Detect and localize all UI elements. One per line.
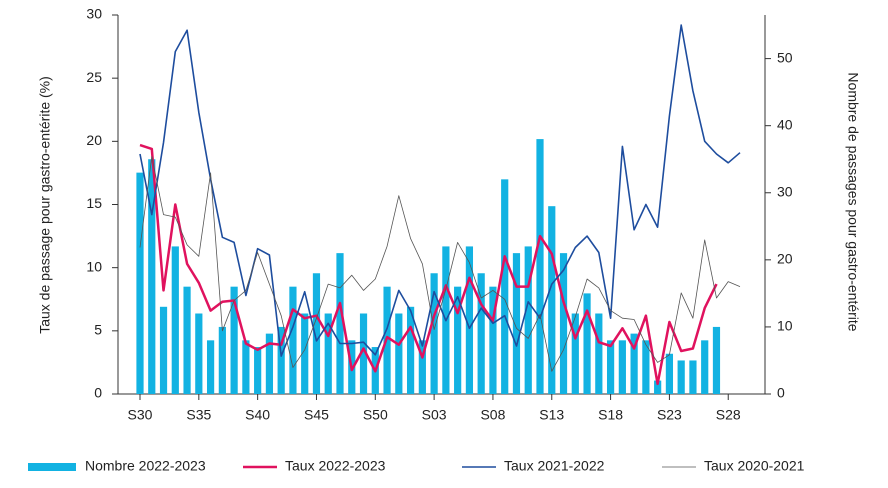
- bar: [477, 273, 485, 394]
- x-tick-label: S40: [245, 407, 270, 423]
- bar: [230, 286, 238, 394]
- bar: [677, 360, 685, 394]
- y-tick-label: 15: [86, 195, 102, 211]
- y-tick-label: 5: [94, 322, 102, 338]
- bar: [583, 293, 591, 394]
- y2-tick-label: 50: [777, 49, 793, 65]
- y2-tick-label: 10: [777, 318, 793, 334]
- bar: [359, 313, 368, 394]
- y-axis-label: Taux de passage pour gastro-entérite (%): [37, 76, 53, 334]
- bar: [206, 340, 215, 394]
- line: [139, 156, 741, 372]
- bar: [536, 139, 544, 394]
- x-tick-label: S08: [480, 407, 505, 423]
- bar: [618, 340, 626, 394]
- bar: [571, 313, 579, 394]
- legend-swatch: [28, 463, 76, 471]
- bar: [148, 159, 156, 394]
- y2-tick-label: 0: [777, 385, 785, 401]
- y-tick-label: 25: [86, 69, 102, 85]
- bar: [454, 286, 462, 394]
- bar: [418, 340, 426, 394]
- bar: [559, 253, 568, 394]
- bar: [630, 333, 638, 394]
- bar: [171, 246, 179, 394]
- bar: [395, 313, 403, 394]
- x-tick-label: S03: [422, 407, 447, 423]
- bar: [606, 340, 615, 394]
- bar: [324, 313, 332, 394]
- legend-label: Taux 2021-2022: [504, 458, 605, 474]
- x-tick-label: S18: [598, 407, 623, 423]
- bar: [595, 313, 603, 394]
- bar: [701, 340, 709, 394]
- bar: [665, 353, 674, 394]
- bar: [289, 286, 297, 394]
- bar: [195, 313, 203, 394]
- y2-tick-label: 20: [777, 251, 793, 267]
- y-tick-label: 30: [86, 6, 102, 22]
- bar: [265, 333, 274, 394]
- bar: [430, 273, 438, 394]
- line: [139, 24, 741, 357]
- y-tick-label: 10: [86, 258, 102, 274]
- bar: [654, 380, 662, 394]
- bar: [312, 273, 321, 394]
- bar: [489, 286, 497, 394]
- bar: [183, 286, 191, 394]
- bar: [406, 306, 415, 394]
- legend-label: Taux 2022-2023: [285, 458, 386, 474]
- bar: [642, 340, 650, 394]
- line: [139, 143, 718, 386]
- x-tick-label: S45: [304, 407, 329, 423]
- bar: [465, 246, 474, 394]
- bar: [689, 360, 697, 394]
- bar: [712, 326, 721, 394]
- y-tick-label: 20: [86, 132, 102, 148]
- bar: [277, 326, 285, 394]
- bar: [548, 206, 556, 394]
- legend-label: Nombre 2022-2023: [85, 458, 206, 474]
- bar: [136, 172, 144, 394]
- x-tick-label: S30: [128, 407, 153, 423]
- x-tick-label: S13: [539, 407, 564, 423]
- bar: [501, 179, 509, 394]
- y2-axis-label: Nombre de passages pour gastro-entérite: [845, 72, 861, 331]
- bar: [336, 253, 344, 394]
- y2-tick-label: 30: [777, 183, 793, 199]
- bar: [218, 326, 226, 394]
- y2-tick-label: 40: [777, 116, 793, 132]
- x-tick-label: S23: [657, 407, 682, 423]
- bar: [159, 306, 168, 394]
- x-tick-label: S28: [716, 407, 741, 423]
- bar: [242, 340, 250, 394]
- x-tick-label: S50: [363, 407, 388, 423]
- legend-label: Taux 2020-2021: [704, 458, 805, 474]
- x-tick-label: S35: [186, 407, 211, 423]
- bar: [524, 246, 532, 394]
- y-tick-label: 0: [94, 385, 102, 401]
- bar: [254, 347, 262, 394]
- bar: [512, 253, 521, 394]
- bar: [301, 313, 309, 394]
